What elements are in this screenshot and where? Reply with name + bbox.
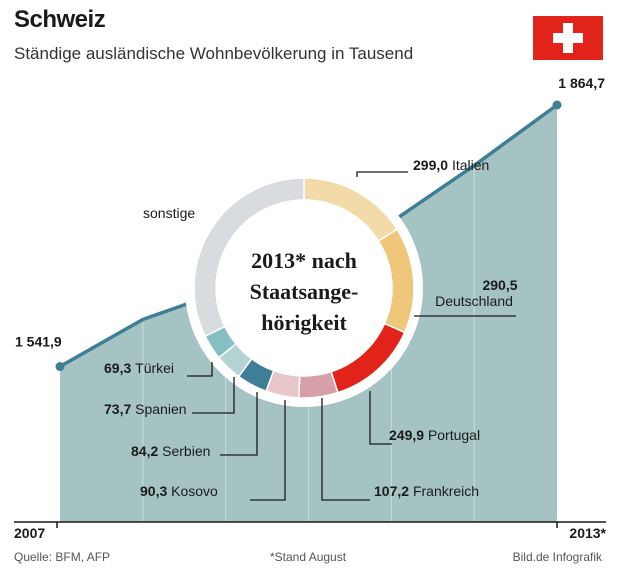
x-tick-label-end: 2013* (569, 525, 606, 541)
credit-note: Bild.de Infografik (512, 550, 602, 564)
leader-italien (356, 171, 408, 177)
leader-serbien (220, 392, 258, 456)
end-point (552, 100, 562, 110)
donut-hole (216, 200, 392, 376)
leader-tuerkei (187, 362, 213, 377)
x-tick-label-start: 2007 (14, 525, 45, 541)
label-spanien: 73,7 Spanien (104, 401, 187, 417)
chart-title: Schweiz (14, 6, 106, 33)
leader-kosovo (250, 400, 286, 501)
label-kosovo: 90,3 Kosovo (140, 483, 218, 499)
center-label-line: Staatsange- (250, 279, 359, 304)
label-sonstige: sonstige (143, 205, 195, 221)
label-tuerkei: 69,3 Türkei (104, 360, 174, 376)
source-note: Quelle: BFM, AFP (14, 550, 111, 564)
name-deutschland: Deutschland (435, 293, 513, 309)
end-value-label: 1 864,7 (558, 75, 605, 91)
leader-spanien (192, 377, 235, 414)
center-label-line: 2013* nach (251, 248, 357, 273)
swiss-flag-icon (533, 16, 603, 60)
leader-portugal (369, 391, 392, 445)
label-portugal: 249,9 Portugal (389, 427, 480, 443)
label-frankreich: 107,2 Frankreich (374, 483, 479, 499)
leader-frankreich (321, 398, 370, 501)
center-label-line: hörigkeit (261, 310, 347, 335)
footnote: *Stand August (270, 550, 347, 564)
chart-subtitle: Ständige ausländische Wohnbevölkerung in… (14, 44, 414, 63)
start-point (55, 362, 65, 372)
start-value-label: 1 541,9 (15, 334, 62, 350)
value-deutschland: 290,5 (482, 277, 517, 293)
label-italien: 299,0 Italien (413, 157, 489, 173)
label-serbien: 84,2 Serbien (131, 443, 210, 459)
